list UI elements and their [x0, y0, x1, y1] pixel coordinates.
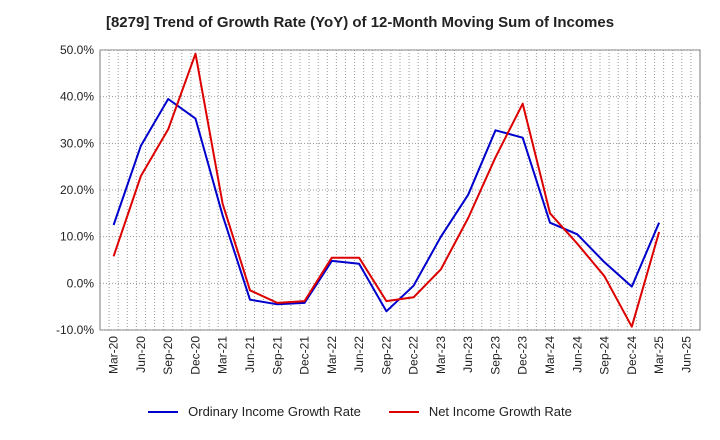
legend-swatch-ordinary	[148, 410, 179, 413]
series-lines	[112, 52, 661, 328]
x-tick-label: Jun-20	[134, 336, 148, 373]
x-tick-label: Mar-21	[216, 336, 230, 374]
legend-item-ordinary: Ordinary Income Growth Rate	[148, 404, 361, 419]
x-tick-label: Jun-21	[243, 336, 257, 373]
x-tick-label: Dec-22	[407, 336, 421, 375]
legend-item-net: Net Income Growth Rate	[388, 404, 572, 419]
x-axis-ticks: Mar-20 Jun-20 Sep-20 Dec-20 Mar-21 Jun-21 Sep-…	[107, 336, 694, 375]
x-tick-label: Dec-24	[625, 336, 639, 375]
y-tick-label: 10.0%	[60, 230, 94, 244]
x-tick-label: Mar-25	[652, 336, 666, 374]
x-tick-label: Sep-22	[379, 336, 393, 375]
legend: Ordinary Income Growth Rate Net Income G…	[0, 404, 720, 419]
y-tick-label: 50.0%	[60, 43, 94, 57]
x-tick-label: Sep-23	[488, 336, 502, 375]
x-tick-label: Dec-21	[298, 336, 312, 375]
x-tick-label: Mar-22	[325, 336, 339, 374]
legend-label-ordinary: Ordinary Income Growth Rate	[188, 404, 361, 419]
x-tick-label: Mar-23	[434, 336, 448, 374]
grid-lines	[100, 49, 700, 331]
x-tick-label: Jun-25	[679, 336, 693, 373]
y-tick-label: 30.0%	[60, 136, 94, 150]
x-tick-label: Jun-24	[570, 336, 584, 373]
y-tick-label: 0.0%	[67, 276, 95, 290]
legend-swatch-net	[388, 410, 419, 413]
y-tick-label: -10.0%	[56, 323, 94, 337]
x-tick-label: Sep-20	[161, 336, 175, 375]
y-tick-label: 20.0%	[60, 183, 94, 197]
y-axis-ticks: 50.0% 40.0% 30.0% 20.0% 10.0% 0.0% -10.0%	[56, 43, 94, 337]
x-tick-label: Dec-23	[516, 336, 530, 375]
x-tick-label: Sep-21	[270, 336, 284, 375]
x-tick-label: Jun-23	[461, 336, 475, 373]
x-tick-label: Jun-22	[352, 336, 366, 373]
y-tick-label: 40.0%	[60, 90, 94, 104]
x-tick-label: Mar-20	[107, 336, 121, 374]
x-tick-label: Mar-24	[543, 336, 557, 374]
x-tick-label: Dec-20	[188, 336, 202, 375]
legend-label-net: Net Income Growth Rate	[428, 404, 572, 419]
x-tick-label: Sep-24	[598, 336, 612, 375]
chart-title: [8279] Trend of Growth Rate (YoY) of 12-…	[105, 14, 615, 31]
